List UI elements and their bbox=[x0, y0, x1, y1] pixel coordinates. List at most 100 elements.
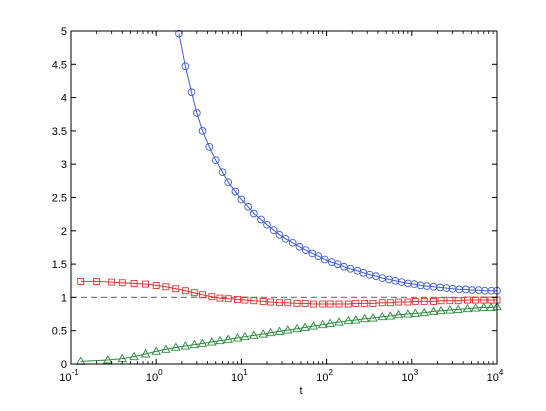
data-point bbox=[263, 220, 271, 229]
data-point bbox=[288, 238, 297, 247]
data-point bbox=[293, 299, 301, 307]
data-point bbox=[319, 300, 327, 308]
data-point bbox=[181, 62, 190, 71]
data-point bbox=[301, 246, 310, 254]
data-point bbox=[172, 285, 180, 293]
data-point bbox=[77, 277, 85, 285]
series-line-circle bbox=[178, 33, 497, 292]
data-point bbox=[344, 300, 352, 308]
y-tick-label: 4.5 bbox=[52, 59, 67, 71]
data-point bbox=[171, 342, 181, 351]
data-point bbox=[437, 297, 445, 305]
data-point bbox=[428, 306, 439, 315]
data-point bbox=[430, 297, 437, 305]
series-triangle bbox=[75, 301, 502, 365]
data-point bbox=[257, 215, 265, 224]
data-point bbox=[180, 341, 191, 350]
y-tick-label: 1 bbox=[61, 292, 67, 304]
data-point bbox=[487, 286, 496, 295]
data-point bbox=[231, 187, 240, 196]
data-point bbox=[162, 283, 170, 291]
data-point bbox=[462, 303, 473, 313]
data-point bbox=[295, 242, 304, 251]
data-point bbox=[216, 294, 224, 302]
data-point bbox=[309, 300, 317, 308]
data-point bbox=[181, 287, 189, 295]
data-point bbox=[377, 311, 388, 321]
y-tick-label: 5 bbox=[61, 26, 67, 38]
data-point bbox=[205, 143, 214, 151]
y-tick-label: 3 bbox=[61, 159, 67, 171]
y-tick-label: 2.5 bbox=[52, 193, 67, 205]
data-point bbox=[129, 351, 139, 361]
data-point bbox=[208, 293, 216, 301]
data-point bbox=[199, 291, 207, 299]
data-point bbox=[142, 280, 150, 288]
data-point bbox=[486, 302, 496, 311]
data-point bbox=[130, 279, 138, 287]
data-point bbox=[140, 349, 151, 358]
data-point bbox=[410, 308, 421, 317]
data-point bbox=[269, 226, 278, 234]
data-point bbox=[368, 313, 378, 322]
data-point bbox=[193, 109, 201, 117]
data-point bbox=[325, 318, 335, 327]
x-axis-label: t bbox=[299, 385, 302, 397]
data-point bbox=[232, 333, 243, 342]
data-point bbox=[317, 319, 328, 329]
data-point bbox=[454, 297, 462, 305]
data-point bbox=[215, 335, 225, 345]
data-point bbox=[189, 339, 200, 349]
data-point bbox=[419, 307, 430, 317]
series-circle bbox=[175, 29, 501, 295]
data-point bbox=[411, 297, 419, 305]
data-point bbox=[93, 277, 101, 285]
data-point bbox=[335, 300, 343, 308]
data-point bbox=[352, 299, 360, 307]
data-point bbox=[250, 209, 258, 218]
data-point bbox=[223, 334, 233, 343]
data-point bbox=[275, 230, 284, 239]
data-point bbox=[152, 281, 160, 289]
data-point bbox=[282, 325, 293, 334]
data-point bbox=[395, 298, 403, 306]
data-point bbox=[326, 300, 334, 308]
data-point bbox=[385, 311, 396, 320]
data-point bbox=[369, 299, 377, 307]
data-point bbox=[281, 234, 290, 243]
data-point bbox=[301, 299, 309, 307]
y-tick-label: 0.5 bbox=[52, 326, 67, 338]
data-point bbox=[265, 327, 276, 337]
data-point bbox=[346, 264, 355, 273]
data-point bbox=[436, 305, 446, 315]
plot-area bbox=[71, 31, 497, 364]
data-point bbox=[453, 304, 463, 313]
data-point bbox=[470, 303, 481, 312]
data-point bbox=[258, 329, 268, 338]
data-point bbox=[197, 338, 208, 347]
data-point bbox=[314, 252, 323, 260]
data-point bbox=[218, 168, 227, 177]
data-point bbox=[445, 305, 455, 314]
data-point bbox=[241, 296, 249, 304]
data-point bbox=[393, 309, 404, 319]
y-tick-label: 0 bbox=[61, 359, 67, 371]
data-point bbox=[404, 298, 412, 306]
data-point bbox=[102, 355, 113, 364]
data-point bbox=[472, 296, 479, 304]
data-point bbox=[267, 298, 275, 306]
data-point bbox=[276, 299, 283, 307]
y-tick-label: 4 bbox=[61, 93, 67, 105]
data-point bbox=[479, 302, 489, 311]
data-point bbox=[416, 281, 425, 290]
data-point bbox=[320, 255, 329, 264]
data-point bbox=[359, 313, 370, 323]
series-layer bbox=[75, 29, 502, 365]
data-point bbox=[240, 331, 250, 341]
data-point bbox=[237, 195, 246, 204]
data-point bbox=[308, 321, 319, 330]
data-point bbox=[211, 156, 220, 165]
series-line-triangle bbox=[80, 306, 498, 362]
